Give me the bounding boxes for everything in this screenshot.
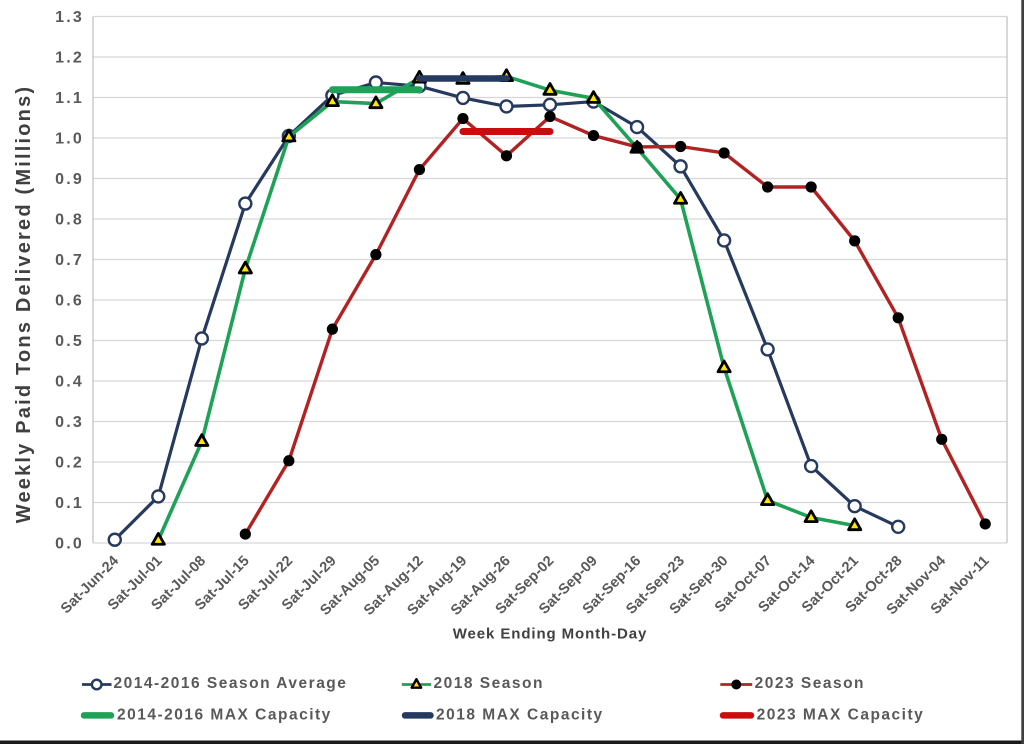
svg-text:2023 Season: 2023 Season [755, 675, 865, 692]
svg-text:0.5: 0.5 [55, 333, 84, 350]
svg-text:0.7: 0.7 [55, 252, 84, 269]
svg-text:0.0: 0.0 [55, 536, 84, 553]
svg-text:2014-2016 MAX Capacity: 2014-2016 MAX Capacity [117, 707, 332, 724]
svg-text:0.1: 0.1 [55, 495, 84, 512]
svg-text:0.2: 0.2 [55, 455, 84, 472]
svg-text:1.0: 1.0 [55, 131, 84, 148]
svg-text:0.6: 0.6 [55, 293, 84, 310]
svg-text:1.2: 1.2 [55, 50, 84, 67]
svg-text:2018 MAX Capacity: 2018 MAX Capacity [436, 707, 604, 724]
svg-text:0.4: 0.4 [55, 374, 84, 391]
svg-text:2014-2016 Season Average: 2014-2016 Season Average [114, 675, 348, 692]
svg-text:2023 MAX Capacity: 2023 MAX Capacity [757, 707, 925, 724]
svg-text:0.9: 0.9 [55, 171, 84, 188]
svg-text:1.3: 1.3 [55, 9, 84, 26]
svg-text:1.1: 1.1 [55, 90, 84, 107]
svg-text:2018 Season: 2018 Season [434, 675, 544, 692]
svg-text:Weekly Paid Tons Delivered (Mi: Weekly Paid Tons Delivered (Millions) [13, 85, 35, 524]
svg-text:0.3: 0.3 [55, 414, 84, 431]
svg-text:Week Ending Month-Day: Week Ending Month-Day [453, 626, 647, 643]
svg-text:0.8: 0.8 [55, 212, 84, 229]
